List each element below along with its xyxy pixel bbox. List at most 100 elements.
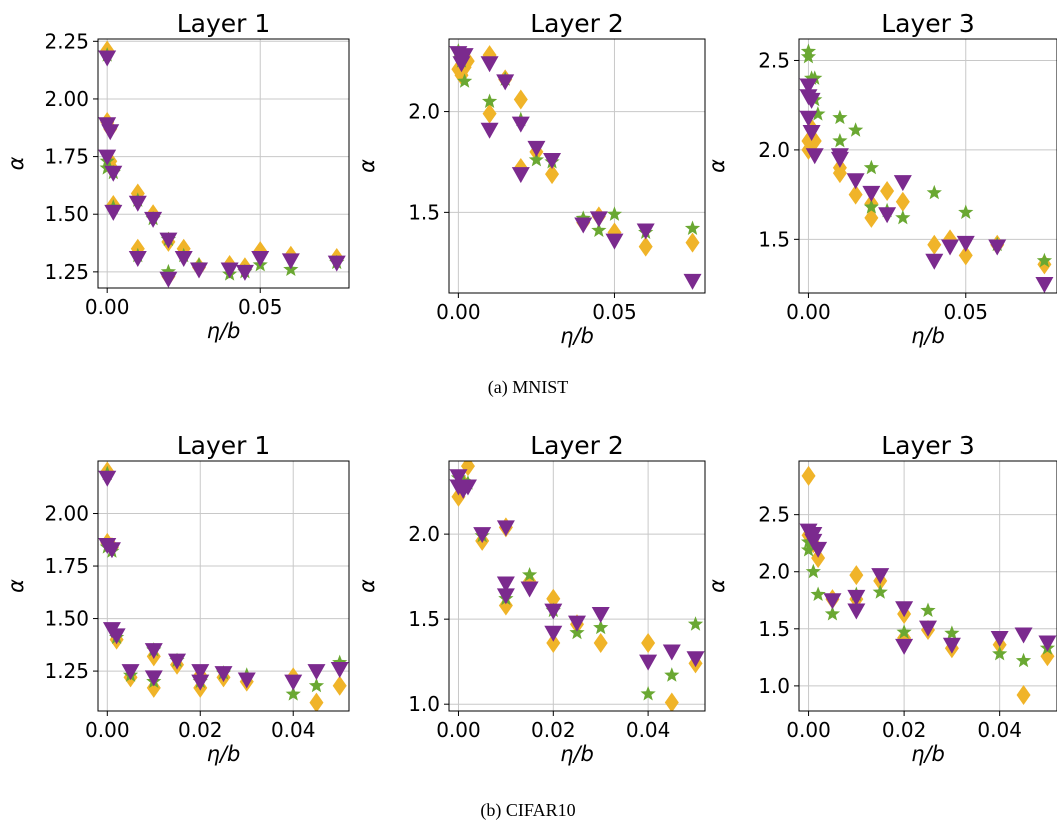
data-point-star — [944, 625, 960, 640]
axes-frame — [448, 460, 706, 712]
x-tick-label: 0.02 — [882, 718, 927, 742]
y-tick-label: 1.5 — [758, 227, 790, 251]
axes-frame — [798, 38, 1057, 294]
data-point-triangle — [893, 175, 912, 192]
data-point-triangle — [686, 651, 705, 668]
data-point-triangle — [104, 204, 123, 221]
data-point-triangle — [235, 264, 254, 281]
data-point-triangle — [327, 255, 346, 272]
data-point-star — [591, 222, 607, 237]
data-point-triangle — [847, 589, 866, 606]
data-point-star — [285, 686, 301, 701]
data-point-triangle — [496, 588, 515, 605]
data-point-star — [800, 542, 817, 557]
data-point-star — [1036, 252, 1053, 268]
data-point-star — [521, 566, 538, 582]
data-point-triangle — [1035, 277, 1054, 293]
y-tick-label: 2.0 — [758, 138, 790, 162]
x-tick-label: 0.02 — [531, 718, 576, 742]
data-point-diamond — [498, 595, 513, 616]
data-point-triangle — [683, 273, 702, 290]
data-point-triangle — [168, 653, 187, 670]
data-point-star — [664, 667, 680, 682]
data-point-diamond — [1016, 685, 1031, 706]
data-point-triangle — [449, 469, 468, 486]
data-point-star — [332, 654, 348, 670]
data-point-star — [863, 159, 879, 175]
x-tick-label: 0.05 — [592, 300, 637, 324]
data-point-diamond — [832, 163, 847, 184]
data-point-triangle — [251, 251, 270, 268]
data-point-triangle — [830, 151, 849, 168]
y-axis-label: α — [4, 156, 28, 170]
y-tick-label: 1.75 — [44, 554, 89, 578]
data-point-diamond — [546, 632, 561, 653]
data-point-triangle — [589, 211, 608, 228]
data-point-diamond — [593, 632, 608, 653]
data-point-triangle — [846, 173, 865, 190]
x-tick-label: 0.02 — [178, 718, 223, 742]
y-tick-label: 2.0 — [408, 100, 440, 124]
chart-title: Layer 1 — [177, 9, 271, 38]
x-tick-label: 0.00 — [786, 300, 831, 324]
data-point-star — [684, 220, 701, 235]
data-point-star — [160, 263, 177, 279]
chart-panel: 0.00 0.02 0.04 1.25 1.50 1.75 2.00 Layer 1 η/b α — [4, 431, 350, 766]
y-tick-label: 1.75 — [44, 145, 89, 169]
y-tick-label: 1.0 — [758, 674, 790, 698]
axes-frame — [448, 38, 706, 294]
data-point-star — [832, 109, 848, 125]
x-tick-label: 0.04 — [271, 718, 316, 742]
x-tick-label: 0.00 — [436, 718, 481, 742]
data-point-triangle — [307, 664, 326, 681]
data-point-triangle — [101, 124, 120, 141]
data-point-star — [807, 70, 823, 85]
x-tick-label: 0.00 — [436, 300, 481, 324]
data-point-diamond — [811, 548, 826, 569]
data-point-star — [872, 584, 888, 599]
data-point-diamond — [864, 207, 879, 228]
data-point-triangle — [925, 253, 944, 270]
data-point-diamond — [641, 632, 656, 653]
data-point-star — [593, 619, 609, 635]
data-point-triangle — [862, 185, 881, 202]
x-axis-label: η/b — [911, 742, 945, 766]
x-tick-label: 0.04 — [626, 718, 671, 742]
data-point-triangle — [144, 211, 163, 228]
data-point-triangle — [799, 110, 818, 127]
data-point-triangle — [802, 92, 821, 109]
data-point-triangle — [823, 593, 842, 610]
x-tick-label: 0.05 — [943, 300, 988, 324]
data-point-star — [810, 586, 826, 602]
data-point-diamond — [801, 465, 816, 486]
data-point-triangle — [895, 638, 914, 655]
data-point-triangle — [128, 251, 147, 268]
x-axis-label: η/b — [911, 324, 945, 348]
data-point-star — [457, 73, 473, 88]
x-tick-label: 0.00 — [85, 718, 130, 742]
data-point-diamond — [545, 164, 560, 185]
data-point-triangle — [191, 664, 210, 681]
caption-b: (b) CIFAR10 — [480, 800, 575, 821]
data-point-triangle — [144, 643, 163, 660]
data-point-triangle — [1014, 627, 1033, 644]
y-tick-label: 1.5 — [408, 607, 440, 631]
axes-frame — [798, 460, 1057, 712]
chart-panel: 0.00 0.05 1.5 2.0 2.5 Layer 3 η/b α — [705, 9, 1057, 348]
data-point-diamond — [309, 692, 324, 711]
data-point-diamond — [848, 184, 863, 205]
data-point-diamond — [664, 692, 679, 711]
data-point-triangle — [574, 217, 593, 234]
data-point-triangle — [214, 666, 233, 683]
y-tick-label: 2.0 — [408, 522, 440, 546]
y-tick-label: 2.00 — [44, 87, 89, 111]
data-point-triangle — [159, 232, 178, 249]
data-point-triangle — [591, 607, 610, 624]
data-point-triangle — [284, 674, 303, 691]
data-point-star — [1015, 652, 1032, 668]
data-point-star — [824, 605, 841, 621]
axes-frame — [97, 460, 350, 712]
y-tick-label: 2.00 — [44, 502, 89, 526]
chart-panel: 0.00 0.02 0.04 1.0 1.5 2.0 Layer 2 η/b α — [355, 431, 706, 766]
data-point-triangle — [458, 479, 477, 496]
